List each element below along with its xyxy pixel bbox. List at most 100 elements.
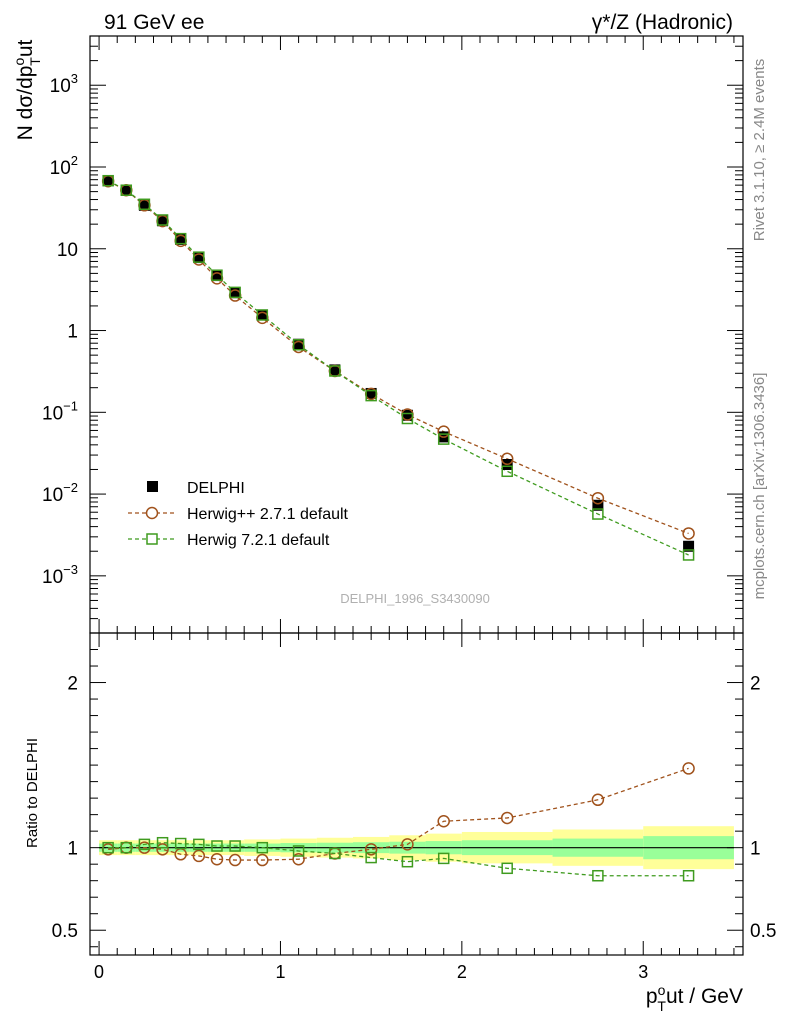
main-herwig7-point: [437, 433, 450, 445]
xlabel: po Tut / GeV: [646, 982, 743, 1014]
main-y-tick-label: 10−2: [42, 480, 78, 506]
main-y-tick-base: 10: [50, 158, 71, 179]
main-herwig7-point: [102, 174, 114, 187]
ratio-herwig7-line: [108, 842, 689, 877]
ratio-herwig7-point: [102, 841, 114, 854]
mcplots-label: mcplots.cern.ch [arXiv:1306.3436]: [751, 373, 768, 600]
ratio-y-tick-label: 0.5: [52, 921, 78, 942]
ratio-herwig7-point: [229, 840, 241, 852]
main-data-point: [193, 252, 205, 264]
legend: DELPHI Herwig++ 2.7.1 default Herwig 7.2…: [128, 480, 349, 549]
ratio-y-tick-label: 1: [67, 839, 78, 860]
legend-herwig7-label: Herwig 7.2.1 default: [187, 532, 330, 549]
legend-herwigpp-label: Herwig++ 2.7.1 default: [187, 506, 349, 523]
ratio-y-tick-label: 2: [67, 674, 78, 695]
main-herwig7-point: [329, 365, 341, 377]
main-herwigpp-point: [591, 491, 605, 505]
main-data-point: [365, 387, 377, 399]
main-data-point: [138, 199, 150, 211]
main-data-point: [211, 270, 223, 282]
ratio-ylabel: Ratio to DELPHI: [24, 738, 41, 848]
main-y-tick-exp: 2: [71, 153, 78, 168]
ratio-herwigpp-point: [591, 793, 605, 807]
main-y-tick-label: 10: [57, 240, 78, 261]
main-y-tick-base: 10: [50, 76, 71, 97]
legend-data-label: DELPHI: [187, 480, 245, 497]
main-herwig7-point: [229, 286, 241, 299]
xlabel-tail: ut / GeV: [666, 985, 743, 1008]
main-herwig7-point: [156, 214, 169, 226]
xlabel-main: p: [646, 985, 658, 1008]
main-ylabel-sup: o: [11, 58, 27, 66]
ratio-herwig7-point: [193, 838, 205, 851]
main-data-point: [102, 175, 114, 187]
ratio-herwig7-point: [365, 851, 377, 864]
main-herwig7-point: [174, 232, 187, 245]
ratio-herwigpp-line: [108, 767, 689, 861]
ratio-herwig7-point: [156, 836, 169, 849]
x-tick-label: 0: [94, 962, 104, 982]
main-data-point: [256, 309, 268, 321]
right-title: γ*/Z (Hadronic): [592, 11, 733, 34]
ratio-frame: [89, 632, 744, 956]
ratio-herwigpp-point: [682, 762, 695, 775]
main-ylabel-main: N dσ/dp: [14, 66, 37, 141]
main-herwig7-point: [682, 549, 695, 561]
ratio-herwig7-point: [592, 869, 604, 882]
legend-data-marker: [147, 481, 158, 492]
ratio-herwig7-point: [174, 837, 187, 850]
ratio-y-tick-label-right: 0.5: [750, 921, 776, 942]
main-y-tick-exp: −3: [63, 562, 78, 577]
main-herwig7-point: [401, 412, 414, 425]
main-herwig7-point: [501, 465, 513, 478]
main-herwig7-point: [256, 309, 269, 321]
main-herwigpp-point: [437, 425, 450, 438]
main-y-tick-exp: −2: [63, 480, 78, 495]
main-y-tick-exp: −1: [63, 398, 78, 413]
main-ylabel-sub: T: [27, 57, 43, 66]
ratio-panel: 0 1 2 3 2 2 1 1 0.5 0.5: [52, 632, 776, 982]
main-data-point: [157, 215, 169, 227]
main-y-tick-exp: 3: [71, 71, 78, 86]
ratio-herwig7-point: [682, 869, 695, 882]
ratio-herwig7-point: [120, 841, 133, 854]
ratio-y-tick-label-right: 1: [750, 839, 761, 860]
main-herwig7-point: [120, 184, 133, 196]
main-y-tick-base: 10: [42, 403, 63, 424]
main-herwig7-point: [193, 251, 205, 263]
legend-herwig7-marker: [146, 533, 158, 545]
ratio-herwig7-point: [138, 838, 151, 851]
ratio-herwigpp-point: [401, 838, 414, 851]
main-y-tick-label: 103: [50, 71, 78, 97]
main-data-point: [592, 499, 604, 511]
main-data-point: [175, 233, 187, 245]
main-y-tick-label: 1: [67, 322, 78, 343]
main-data-point: [329, 364, 341, 376]
main-y-tick-label: 10−1: [42, 398, 78, 424]
main-ylabel: N dσ/dpoTut: [11, 39, 43, 140]
ratio-herwigpp-point: [228, 853, 242, 867]
main-ylabel-tail: ut: [14, 39, 37, 57]
x-tick-label: 3: [638, 962, 648, 982]
main-data-point: [293, 338, 305, 350]
ratio-herwig7-point: [211, 840, 223, 852]
main-y-tick-base: 10: [42, 485, 63, 506]
main-data-point: [229, 287, 241, 299]
x-tick-label: 2: [457, 962, 467, 982]
ratio-herwigpp-point: [500, 811, 514, 825]
x-tick-label: 1: [275, 962, 285, 982]
main-data-point: [401, 409, 413, 421]
main-y-tick-base: 10: [57, 240, 78, 261]
main-y-tick-base: 10: [42, 567, 63, 588]
main-y-tick-label: 10−3: [42, 562, 78, 588]
rivet-label: Rivet 3.1.10, ≥ 2.4M events: [751, 59, 768, 242]
xlabel-sub: T: [657, 998, 666, 1014]
main-herwigpp-point: [682, 527, 695, 540]
main-y-tick-label: 102: [50, 153, 78, 179]
main-herwigpp-line: [107, 180, 689, 535]
ratio-herwigpp-point: [437, 814, 450, 828]
ratio-y-tick-label-right: 2: [750, 674, 761, 695]
xlabel-sup: o: [658, 982, 666, 998]
ratio-herwig7-point: [329, 847, 341, 860]
